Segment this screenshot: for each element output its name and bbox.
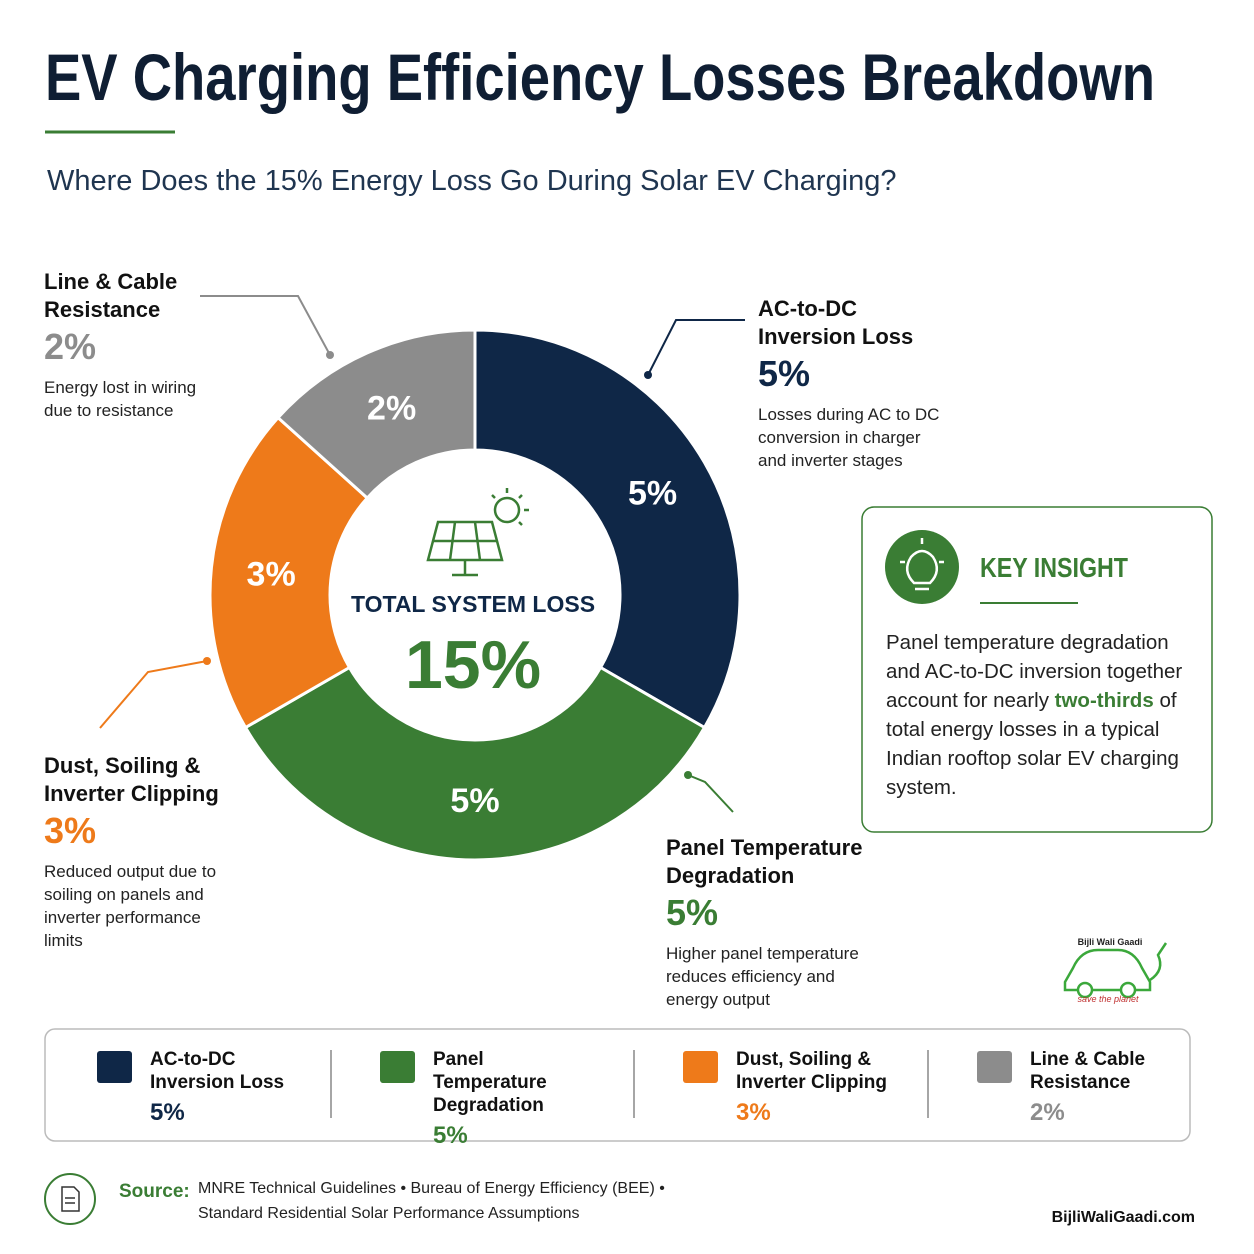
donut: 5% 5% 3% 2% (208, 328, 742, 862)
legend-value: 3% (736, 1099, 771, 1126)
logo-car (1063, 942, 1168, 999)
callout-value: 3% (44, 810, 97, 851)
legend-entry: Dust, Soiling & Inverter Clipping 3% (736, 1048, 896, 1127)
donut-slice (208, 415, 370, 730)
legend-swatch (683, 1051, 718, 1083)
legend-name: AC-to-DC Inversion Loss (150, 1049, 285, 1093)
callout-value: 5% (666, 892, 719, 933)
legend-box (44, 1028, 1191, 1142)
callout-name: Panel Temperature Degradation (666, 835, 863, 888)
donut-slice (473, 328, 742, 730)
leader-lines (99, 295, 745, 813)
callout-description: Losses during AC to DC conversion in cha… (758, 405, 940, 470)
callout-description: Higher panel temperature reduces efficie… (666, 944, 859, 1009)
legend-entry: Panel Temperature Degradation 5% (433, 1048, 593, 1150)
callout-description: Reduced output due to soiling on panels … (44, 862, 217, 950)
insight-icon (885, 530, 959, 604)
callout: Line & Cable Resistance 2% Energy lost in … (44, 268, 214, 422)
slice-label: 5% (628, 475, 677, 513)
callout: AC-to-DC Inversion Loss 5% Losses during A… (758, 295, 953, 472)
slice-label: 3% (247, 556, 296, 594)
title: EV Charging Efficiency Losses Breakdown (45, 40, 1155, 114)
legend-swatch (380, 1051, 415, 1083)
bulb (900, 538, 944, 591)
center-title: TOTAL SYSTEM LOSS (351, 591, 595, 617)
slice-label: 2% (367, 390, 416, 428)
source-line: Standard Residential Solar Performance A… (198, 1205, 580, 1222)
callout-name: Line & Cable Resistance (44, 269, 178, 322)
source-line: MNRE Technical Guidelines • Bureau of En… (198, 1180, 665, 1197)
insight-text-part: Panel temperature degradation and AC-to-… (886, 631, 1183, 712)
site: BijliWaliGaadi.com (1052, 1209, 1195, 1226)
legend-name: Panel Temperature Degradation (433, 1049, 547, 1116)
subtitle: Where Does the 15% Energy Loss Go During… (47, 165, 897, 197)
legend-dividers (330, 1050, 929, 1118)
callout-name: Dust, Soiling & Inverter Clipping (44, 753, 219, 806)
legend-swatch (977, 1051, 1012, 1083)
center-value: 15% (405, 627, 541, 703)
legend-entry: Line & Cable Resistance 2% (1030, 1048, 1190, 1127)
legend-swatch (97, 1051, 132, 1083)
legend-name: Line & Cable Resistance (1030, 1049, 1146, 1093)
callout: Panel Temperature Degradation 5% Higher pa… (666, 834, 881, 1011)
legend-value: 5% (150, 1099, 185, 1126)
logo-tagline: save the planet (1077, 994, 1139, 1004)
doc-icon (61, 1186, 80, 1212)
insight-text: Panel temperature degradation and AC-to-… (886, 628, 1201, 802)
insight-text-part: of total energy losses in a typical Indi… (886, 689, 1179, 799)
insight-title: KEY INSIGHT (980, 552, 1128, 583)
callout-name: AC-to-DC Inversion Loss (758, 296, 914, 349)
callout: Dust, Soiling & Inverter Clipping 3% Reduc… (44, 752, 229, 952)
callout-value: 5% (758, 353, 811, 394)
slice-label: 5% (450, 782, 499, 820)
callout-description: Energy lost in wiring due to resistance (44, 378, 197, 420)
source-icon (44, 1173, 96, 1225)
donut-slice (243, 665, 707, 862)
legend-name: Dust, Soiling & Inverter Clipping (736, 1049, 887, 1093)
legend-value: 2% (1030, 1099, 1065, 1126)
legend-entry: AC-to-DC Inversion Loss 5% (150, 1048, 310, 1127)
donut-slice (275, 328, 477, 501)
insight-highlight: two-thirds (1054, 689, 1154, 712)
legend-value: 5% (433, 1122, 468, 1149)
source-label: Source: (119, 1181, 190, 1202)
logo-name: Bijli Wali Gaadi (1078, 937, 1143, 947)
solar-icon (426, 488, 529, 577)
callout-value: 2% (44, 326, 97, 367)
